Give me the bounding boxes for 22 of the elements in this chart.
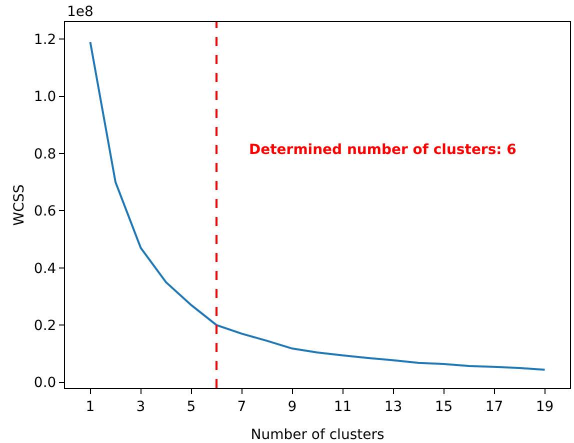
x-tick-label: 11 [334, 398, 352, 415]
x-tick-label: 9 [288, 398, 297, 415]
annotation: Determined number of clusters: 6 [249, 142, 516, 158]
y-tick-label: 0.2 [34, 318, 56, 334]
x-tick-label: 7 [237, 398, 246, 415]
y-axis-title: WCSS [12, 184, 28, 226]
y-tick-label: 1.2 [34, 32, 56, 48]
y-tick-label: 0.8 [34, 146, 56, 162]
x-tick-label: 5 [186, 398, 196, 415]
x-axis-title: Number of clusters [250, 427, 384, 443]
x-tick-label: 13 [384, 398, 402, 415]
x-tick-label: 17 [485, 398, 504, 415]
x-tick-label: 3 [136, 398, 146, 415]
x-tick-label: 19 [536, 398, 554, 415]
x-tick-label: 15 [434, 398, 453, 415]
y-tick-label: 0.0 [34, 375, 56, 392]
y-tick-label: 0.6 [34, 204, 56, 220]
y-tick-label: 1.0 [34, 89, 56, 106]
x-tick-label: 1 [86, 398, 95, 415]
line-series [89, 41, 546, 371]
text: 1e8 [67, 4, 94, 20]
y-tick-label: 0.4 [34, 260, 56, 277]
